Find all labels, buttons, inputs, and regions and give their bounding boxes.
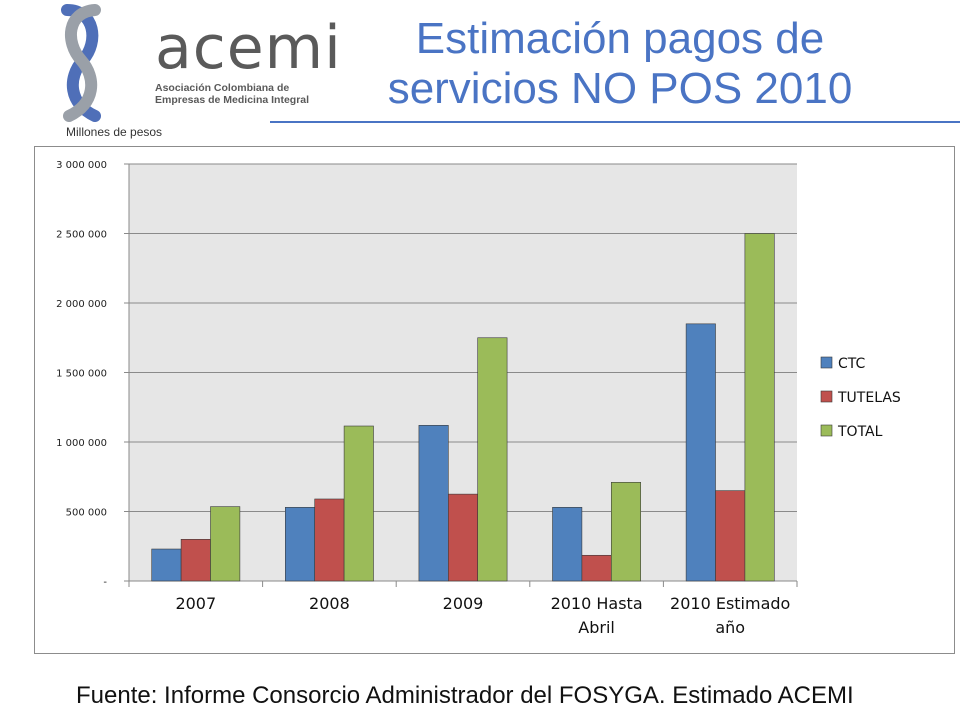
bar-total	[210, 506, 241, 582]
y-tick-label: 2 000 000	[56, 299, 107, 310]
chart-frame: - 500 000 1 000 000 1 500 000 2 000 000 2 500…	[34, 146, 955, 654]
dna-helix-icon	[61, 4, 101, 122]
logo-subtitle-line: Asociación Colombiana de	[155, 82, 290, 94]
x-tick-label: 2008	[309, 594, 350, 613]
legend-swatch-tutelas	[820, 390, 833, 403]
x-tick-label: 2009	[443, 594, 484, 613]
logo-subtitle-line: Empresas de Medicina Integral	[155, 94, 310, 106]
bar-total	[477, 337, 508, 582]
legend-label: TUTELAS	[837, 390, 901, 406]
bar-tutelas	[314, 498, 345, 582]
y-tick-label: 2 500 000	[56, 230, 107, 241]
title-line: Estimación pagos de	[415, 14, 825, 63]
acemi-logo: acemi Asociación Colombiana de Empresas …	[55, 4, 341, 122]
title-line: servicios NO POS 2010	[387, 64, 853, 113]
bar-total	[744, 233, 775, 582]
bar-tutelas	[715, 490, 746, 582]
y-tick-label: -	[103, 577, 107, 588]
x-tick-label: Abril	[578, 618, 615, 637]
y-tick-label: 3 000 000	[56, 160, 107, 171]
legend-swatch-total	[820, 424, 833, 437]
source-note: Fuente: Informe Consorcio Administrador …	[76, 682, 854, 709]
legend-swatch-ctc	[820, 356, 833, 369]
y-tick-label: 1 000 000	[56, 438, 107, 449]
legend-label: TOTAL	[837, 424, 883, 440]
bar-tutelas	[581, 554, 612, 582]
x-tick-label: 2010 Hasta	[551, 594, 643, 613]
x-tick-label: año	[715, 618, 745, 637]
bar-chart: - 500 000 1 000 000 1 500 000 2 000 000 2 500…	[56, 160, 901, 637]
bar-ctc	[552, 507, 583, 582]
y-tick-label: 500 000	[66, 508, 107, 519]
logo-wordmark: acemi	[155, 13, 342, 83]
y-tick-label: 1 500 000	[56, 369, 107, 380]
bar-ctc	[285, 507, 316, 582]
bar-ctc	[685, 323, 716, 582]
title-divider	[270, 121, 960, 123]
x-tick-label: 2007	[175, 594, 216, 613]
bar-tutelas	[448, 493, 478, 582]
bar-ctc	[151, 548, 182, 582]
logo-subtitle: Asociación Colombiana de Empresas de Med…	[155, 82, 335, 106]
bar-total	[610, 482, 641, 582]
x-tick-label: 2010 Estimado	[670, 594, 790, 613]
bar-tutelas	[180, 538, 211, 582]
legend-label: CTC	[838, 356, 866, 372]
units-note: Millones de pesos	[66, 125, 163, 139]
page-title: Estimación pagos de servicios NO POS 201…	[340, 14, 900, 114]
bar-ctc	[418, 425, 449, 582]
bar-total	[343, 425, 374, 582]
